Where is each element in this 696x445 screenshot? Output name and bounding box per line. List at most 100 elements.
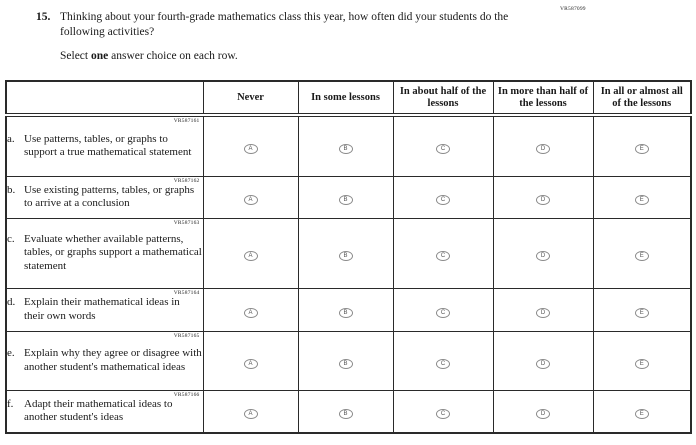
row-letter: b. [7,183,16,196]
row-letter: e. [7,347,15,360]
option-cell-d-more: D [492,287,594,332]
row-code: VR587166 [173,391,200,398]
row-label-cell-a: VR587161 a. Use patterns, tables, or grap… [5,114,204,177]
bubble-b-never[interactable]: A [243,195,258,205]
bubble-e-all[interactable]: E [634,358,649,369]
option-cell-a-more: D [492,114,594,177]
bubble-d-more[interactable]: D [536,307,550,318]
bubble-d-all[interactable]: E [634,307,649,318]
row-text: Explain why they agree or disagree with … [24,347,202,373]
option-cell-f-more: D [492,389,594,434]
row-letter: a. [7,132,15,145]
option-cell-d-some: B [297,287,394,332]
header-empty [5,80,204,117]
bubble-c-all[interactable]: E [634,251,649,261]
header-more-than-half: In more than half of the lessons [492,80,594,117]
instruction-prefix: Select [60,49,91,62]
bubble-e-some[interactable]: B [338,358,353,369]
bubble-d-some[interactable]: B [338,307,353,318]
bubble-c-more[interactable]: D [536,251,550,261]
row-label-cell-d: VR587164 d. Explain their mathematical id… [5,287,204,332]
table-row-f: VR587166 f. Adapt their mathematical idea… [5,389,692,434]
question-number: 15. [36,11,51,23]
bubble-e-half[interactable]: C [436,358,450,369]
option-cell-b-some: B [297,175,394,219]
row-code: VR587164 [173,289,200,296]
row-code: VR587165 [173,332,200,339]
question-block: 15. Thinking about your fourth-grade mat… [36,10,576,64]
bubble-a-never[interactable]: A [243,144,258,155]
option-cell-c-all: E [592,217,692,289]
response-grid: Never In some lessons In about half of t… [5,80,692,434]
row-text: Explain their mathematical ideas in thei… [24,296,180,322]
question-text-wrap: Thinking about your fourth-grade mathema… [60,10,576,64]
bubble-f-all[interactable]: E [634,409,649,420]
header-never: Never [202,80,299,117]
bubble-f-half[interactable]: C [436,409,450,420]
bubble-a-more[interactable]: D [536,144,550,155]
option-cell-d-half: C [392,287,494,332]
row-label-cell-b: VR587162 b. Use existing patterns, tables… [5,175,204,219]
option-cell-e-all: E [592,330,692,391]
bubble-d-half[interactable]: C [436,307,450,318]
instruction-bold: one [90,49,109,62]
option-cell-f-never: A [202,389,299,434]
option-cell-d-all: E [592,287,692,332]
row-letter: f. [7,397,14,410]
header-row: Never In some lessons In about half of t… [5,80,692,117]
bubble-e-more[interactable]: D [536,358,550,369]
option-cell-e-more: D [492,330,594,391]
option-cell-e-some: B [297,330,394,391]
question-instruction: Select one answer choice on each row. [60,49,576,64]
table-row-a: VR587161 a. Use patterns, tables, or grap… [5,114,692,177]
table-row-c: VR587163 c. Evaluate whether available pa… [5,217,692,289]
row-code: VR587162 [173,177,200,184]
bubble-c-some[interactable]: B [338,251,353,261]
table-row-b: VR587162 b. Use existing patterns, tables… [5,175,692,219]
bubble-d-never[interactable]: A [243,307,258,318]
table-row-e: VR587165 e. Explain why they agree or dis… [5,330,692,391]
bubble-b-all[interactable]: E [634,195,649,205]
row-letter: d. [7,296,16,309]
bubble-a-some[interactable]: B [338,144,353,155]
option-cell-e-half: C [392,330,494,391]
bubble-f-never[interactable]: A [243,409,258,420]
header-some-lessons: In some lessons [297,80,394,117]
bubble-a-all[interactable]: E [634,144,649,155]
option-cell-c-half: C [392,217,494,289]
row-text: Use existing patterns, tables, or graphs… [24,183,195,209]
option-cell-b-more: D [492,175,594,219]
bubble-b-some[interactable]: B [338,195,353,205]
option-cell-f-some: B [297,389,394,434]
question-text: Thinking about your fourth-grade mathema… [60,11,509,38]
option-cell-a-some: B [297,114,394,177]
header-about-half: In about half of the lessons [392,80,494,117]
option-cell-b-never: A [202,175,299,219]
row-code: VR587163 [173,219,200,226]
bubble-b-half[interactable]: C [436,195,450,205]
option-cell-b-half: C [392,175,494,219]
row-label-cell-e: VR587165 e. Explain why they agree or dis… [5,330,204,391]
row-text: Use patterns, tables, or graphs to suppo… [24,132,192,159]
row-text: Evaluate whether available patterns, tab… [24,232,202,272]
option-cell-f-half: C [392,389,494,434]
option-cell-a-half: C [392,114,494,177]
option-cell-c-never: A [202,217,299,289]
header-all-or-almost: In all or almost all of the lessons [592,80,692,117]
bubble-c-never[interactable]: A [243,251,258,261]
row-code: VR587161 [173,118,200,124]
option-cell-c-more: D [492,217,594,289]
row-letter: c. [7,232,15,245]
bubble-e-never[interactable]: A [243,358,258,369]
row-label-cell-c: VR587163 c. Evaluate whether available pa… [5,217,204,289]
form-code: VR587099 [560,6,586,12]
bubble-f-some[interactable]: B [338,409,353,420]
table-row-d: VR587164 d. Explain their mathematical id… [5,287,692,332]
bubble-f-more[interactable]: D [536,409,550,420]
option-cell-f-all: E [592,389,692,434]
bubble-b-more[interactable]: D [536,195,550,205]
bubble-c-half[interactable]: C [436,251,450,261]
bubble-a-half[interactable]: C [436,144,450,155]
option-cell-c-some: B [297,217,394,289]
